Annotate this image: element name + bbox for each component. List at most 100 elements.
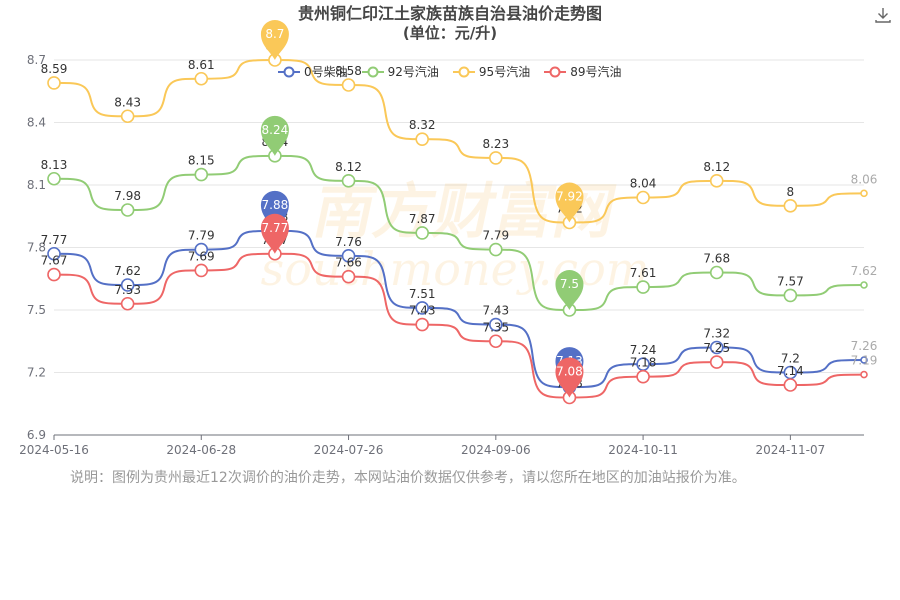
data-point: [860, 281, 868, 289]
data-label: 8.15: [188, 154, 215, 168]
data-point: [120, 296, 135, 311]
data-point: [783, 378, 798, 392]
data-point: [47, 267, 61, 282]
pin-value: 8.7: [265, 27, 284, 41]
data-label: 8.12: [335, 160, 362, 174]
data-label: 8.61: [188, 58, 215, 72]
legend-label: 89号汽油: [570, 65, 622, 79]
data-label: 7.67: [41, 254, 68, 268]
data-point: [783, 199, 798, 213]
pin-marker: 8.24: [260, 115, 289, 156]
pin-value: 7.77: [262, 221, 289, 235]
data-label: 7.69: [188, 249, 215, 263]
pin-value: 7.5: [560, 277, 579, 291]
data-label: 8.04: [630, 177, 657, 191]
series-line: [53, 154, 865, 312]
pin-shape: [260, 20, 289, 60]
data-point: [860, 189, 868, 198]
x-tick-label: 2024-06-28: [166, 443, 236, 457]
x-tick-label: 2024-09-06: [461, 443, 531, 457]
data-point: [636, 190, 650, 205]
data-label: 7.26: [851, 339, 878, 353]
data-label: 7.53: [114, 283, 141, 297]
data-point: [489, 242, 503, 257]
pin-shape: [555, 270, 584, 310]
data-label: 7.98: [114, 189, 141, 203]
data-label: 7.66: [335, 256, 362, 270]
data-point: [636, 280, 650, 294]
max-min-markers: 7.887.138.247.58.77.927.777.08: [260, 20, 584, 398]
data-point: [489, 334, 503, 349]
data-point: [341, 78, 356, 92]
data-point: [194, 242, 209, 257]
data-label: 8.13: [41, 158, 68, 172]
chart-title: 贵州铜仁印江土家族苗族自治县油价走势图: [297, 4, 602, 23]
pin-marker: 7.5: [555, 270, 584, 310]
y-tick-label: 7.2: [27, 366, 46, 380]
data-point: [709, 355, 724, 369]
data-label: 8.06: [851, 172, 878, 186]
data-label: 7.35: [482, 320, 509, 334]
data-label: 8: [787, 185, 795, 199]
data-label: 7.68: [703, 252, 730, 266]
data-label: 7.61: [630, 266, 657, 280]
legend-label: 0号柴油: [304, 65, 348, 79]
download-icon[interactable]: [874, 6, 892, 24]
pin-shape: [555, 357, 584, 398]
legend-item[interactable]: 0号柴油: [278, 63, 348, 80]
data-label: 7.79: [188, 229, 215, 243]
y-tick-label: 7.8: [27, 241, 46, 255]
pin-value: 8.24: [262, 123, 289, 137]
data-label: 7.24: [630, 343, 657, 357]
data-label: 8.59: [41, 62, 68, 76]
data-label: 8.12: [703, 160, 730, 174]
data-point: [636, 369, 650, 384]
pin-marker: 7.08: [555, 357, 584, 398]
data-point: [194, 263, 209, 278]
data-point: [415, 301, 429, 315]
data-label: 7.43: [409, 304, 436, 318]
data-point: [860, 370, 868, 379]
data-label: 7.2: [781, 352, 800, 366]
series-line: [53, 252, 865, 399]
data-point: [783, 288, 798, 303]
legend-swatch: [452, 66, 475, 77]
pin-shape: [555, 182, 584, 223]
legend-swatch: [361, 66, 384, 77]
legend-item[interactable]: 92号汽油: [361, 63, 439, 80]
data-label: 8.58: [335, 64, 362, 78]
data-point: [709, 265, 724, 280]
data-label: 7.19: [851, 354, 878, 368]
data-point: [415, 226, 429, 240]
data-point: [47, 171, 61, 186]
legend-item[interactable]: 95号汽油: [452, 63, 531, 80]
chart-legend: 0号柴油 92号汽油 95号汽油 89号汽油: [278, 63, 621, 80]
data-label: 7.87: [409, 212, 436, 226]
pin-value: 7.92: [556, 190, 583, 204]
data-label: 7.76: [335, 235, 362, 249]
data-point: [415, 132, 429, 146]
data-label: 7.25: [703, 341, 730, 355]
x-tick-label: 2024-11-07: [755, 443, 825, 457]
data-label: 7.51: [409, 287, 436, 301]
pin-marker: 7.77: [260, 213, 289, 254]
legend-swatch: [544, 66, 567, 77]
y-tick-label: 8.4: [27, 116, 46, 130]
data-point: [120, 203, 135, 217]
data-label: 7.79: [482, 229, 509, 243]
y-tick-label: 8.1: [27, 178, 46, 192]
data-point: [489, 151, 503, 165]
data-point: [47, 76, 61, 90]
series-line: [53, 58, 865, 224]
data-label: 8.23: [482, 137, 509, 151]
data-label: 7.43: [482, 304, 509, 318]
data-point: [709, 174, 724, 188]
legend-item[interactable]: 89号汽油: [544, 63, 621, 80]
legend-label: 95号汽油: [478, 65, 531, 79]
pin-shape: [260, 213, 289, 254]
chart-subtitle: (单位：元/升): [402, 24, 498, 42]
watermark-domain: southmoney.com: [261, 242, 650, 296]
pin-value: 7.08: [556, 365, 583, 379]
x-tick-label: 2024-07-26: [314, 443, 384, 457]
